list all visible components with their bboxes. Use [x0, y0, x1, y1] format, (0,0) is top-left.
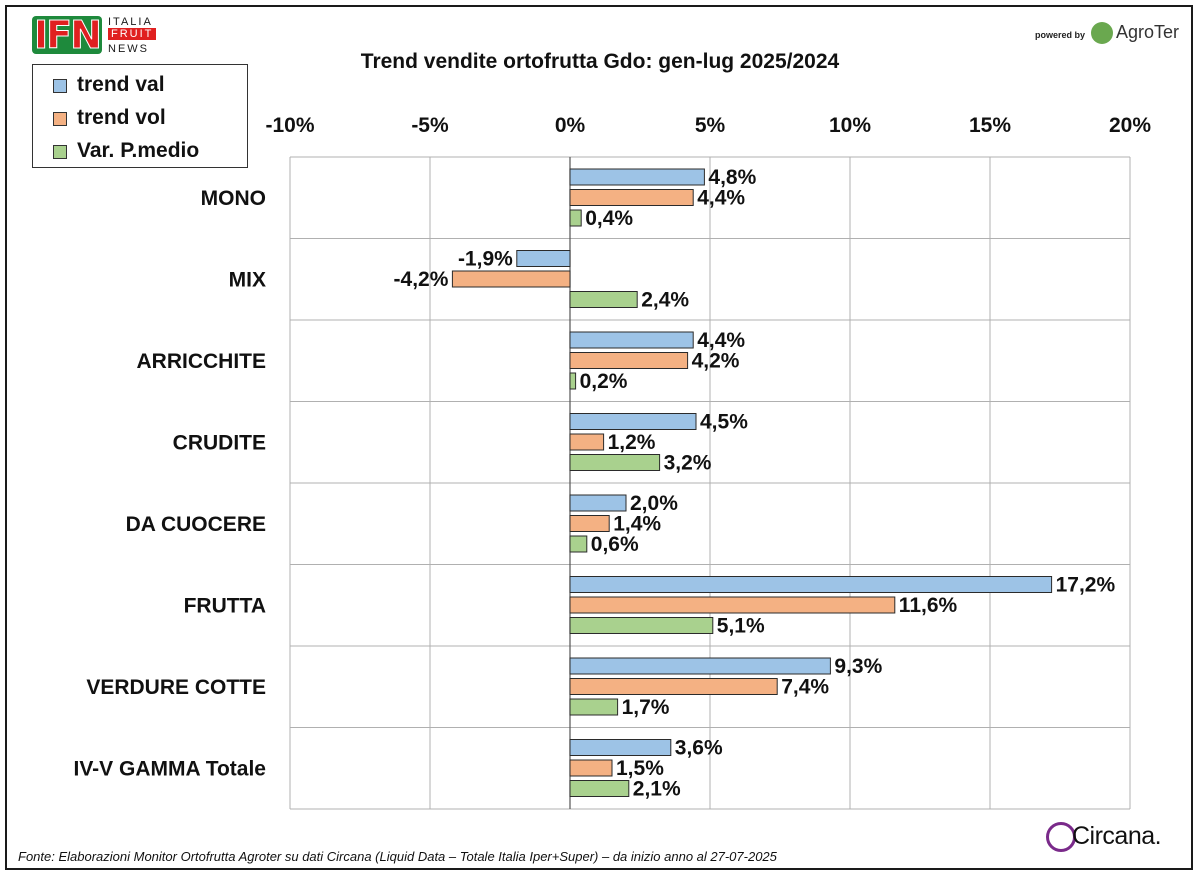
chart-title: Trend vendite ortofrutta Gdo: gen-lug 20…	[360, 50, 840, 73]
circana-logo-text: Circana.	[1072, 822, 1162, 850]
bar	[569, 780, 630, 797]
agroter-logo-text: AgroTer	[1116, 22, 1180, 42]
bar	[569, 576, 1053, 593]
bar	[569, 189, 694, 206]
data-label: 0,4%	[585, 207, 633, 230]
ifn-logo-line2: FRUIT	[108, 28, 157, 40]
ifn-logo-line3: NEWS	[108, 43, 149, 55]
bar	[569, 454, 661, 471]
data-label: 11,6%	[899, 594, 958, 617]
data-label: 2,0%	[630, 492, 678, 515]
grid-lines	[289, 156, 1131, 810]
bar	[569, 535, 588, 553]
category-label: MIX	[229, 268, 266, 291]
chart-frame	[5, 5, 1193, 870]
bar	[569, 515, 610, 532]
bar	[569, 759, 613, 777]
bar	[569, 168, 705, 186]
bar	[516, 250, 571, 267]
bar	[569, 617, 714, 634]
category-label: IV-V GAMMA Totale	[73, 757, 266, 780]
data-label: 1,5%	[616, 757, 664, 780]
x-tick-label: 10%	[829, 114, 871, 137]
legend-label-var-pmedio: Var. P.medio	[77, 139, 200, 162]
bar	[569, 657, 831, 675]
ifn-logo: IFN ITALIA FRUIT NEWS	[32, 16, 162, 58]
category-label: VERDURE COTTE	[86, 676, 266, 699]
data-label: -4,2%	[394, 268, 449, 291]
category-label: MONO	[201, 187, 266, 210]
legend: trend val trend vol Var. P.medio	[32, 64, 248, 168]
data-label: 0,2%	[580, 370, 628, 393]
data-label: 4,4%	[697, 187, 745, 210]
data-label: 1,4%	[613, 513, 661, 536]
data-label: 7,4%	[781, 676, 829, 699]
x-tick-label: 0%	[555, 114, 586, 137]
data-label: 2,4%	[641, 289, 689, 312]
x-tick-label: 20%	[1109, 114, 1151, 137]
category-label: CRUDITE	[173, 431, 266, 454]
category-label: ARRICCHITE	[137, 350, 267, 373]
x-tick-label: -5%	[411, 114, 449, 137]
bar	[569, 413, 697, 430]
legend-swatch-var-pmedio	[53, 145, 67, 159]
legend-label-trend-val: trend val	[77, 73, 165, 96]
data-label: 3,6%	[675, 737, 723, 760]
data-label: 3,2%	[664, 452, 712, 475]
data-label: 4,2%	[692, 350, 740, 373]
data-label: 1,2%	[608, 431, 656, 454]
agroter-tree-icon	[1091, 22, 1113, 44]
data-label: 4,8%	[708, 166, 756, 189]
data-label: 0,6%	[591, 533, 639, 556]
circana-logo-mark	[1046, 822, 1076, 852]
bar	[451, 270, 571, 288]
axis-labels: -10% -5% 0% 5% 10% 15% 20% MONO MIX ARRICCHITE CRU…	[73, 114, 1151, 780]
data-label: 9,3%	[834, 655, 882, 678]
data-labels: 4,8%4,4%0,4%-1,9%-4,2%2,4%4,4%4,2%0,2%4,…	[394, 166, 1116, 801]
data-label: 5,1%	[717, 615, 765, 638]
data-label: -1,9%	[458, 248, 513, 271]
bar	[569, 678, 778, 695]
category-label: DA CUOCERE	[126, 513, 266, 536]
source-note: Fonte: Elaborazioni Monitor Ortofrutta A…	[18, 849, 777, 864]
ifn-logo-line1: ITALIA	[108, 16, 153, 28]
data-label: 4,4%	[697, 329, 745, 352]
bar	[569, 433, 605, 451]
x-tick-label: -10%	[265, 114, 314, 137]
bar	[569, 331, 694, 349]
bars	[451, 168, 1053, 797]
x-tick-label: 5%	[695, 114, 726, 137]
data-label: 2,1%	[633, 778, 681, 801]
data-label: 4,5%	[700, 411, 748, 434]
bar	[569, 698, 619, 716]
powered-by-text: powered by	[1035, 30, 1086, 40]
bar	[569, 291, 638, 308]
bar	[569, 352, 689, 369]
legend-swatch-trend-val	[53, 79, 67, 93]
bar	[569, 494, 627, 512]
legend-label-trend-vol: trend vol	[77, 106, 166, 129]
ifn-logo-letters: IFN	[34, 13, 103, 57]
bar	[569, 739, 672, 756]
bar	[569, 209, 582, 227]
category-label: FRUTTA	[184, 594, 266, 617]
bar	[569, 596, 896, 614]
bar	[569, 372, 577, 390]
x-tick-label: 15%	[969, 114, 1011, 137]
data-label: 1,7%	[622, 696, 670, 719]
data-label: 17,2%	[1056, 574, 1116, 597]
legend-swatch-trend-vol	[53, 112, 67, 126]
ifn-logo-box	[32, 16, 102, 54]
